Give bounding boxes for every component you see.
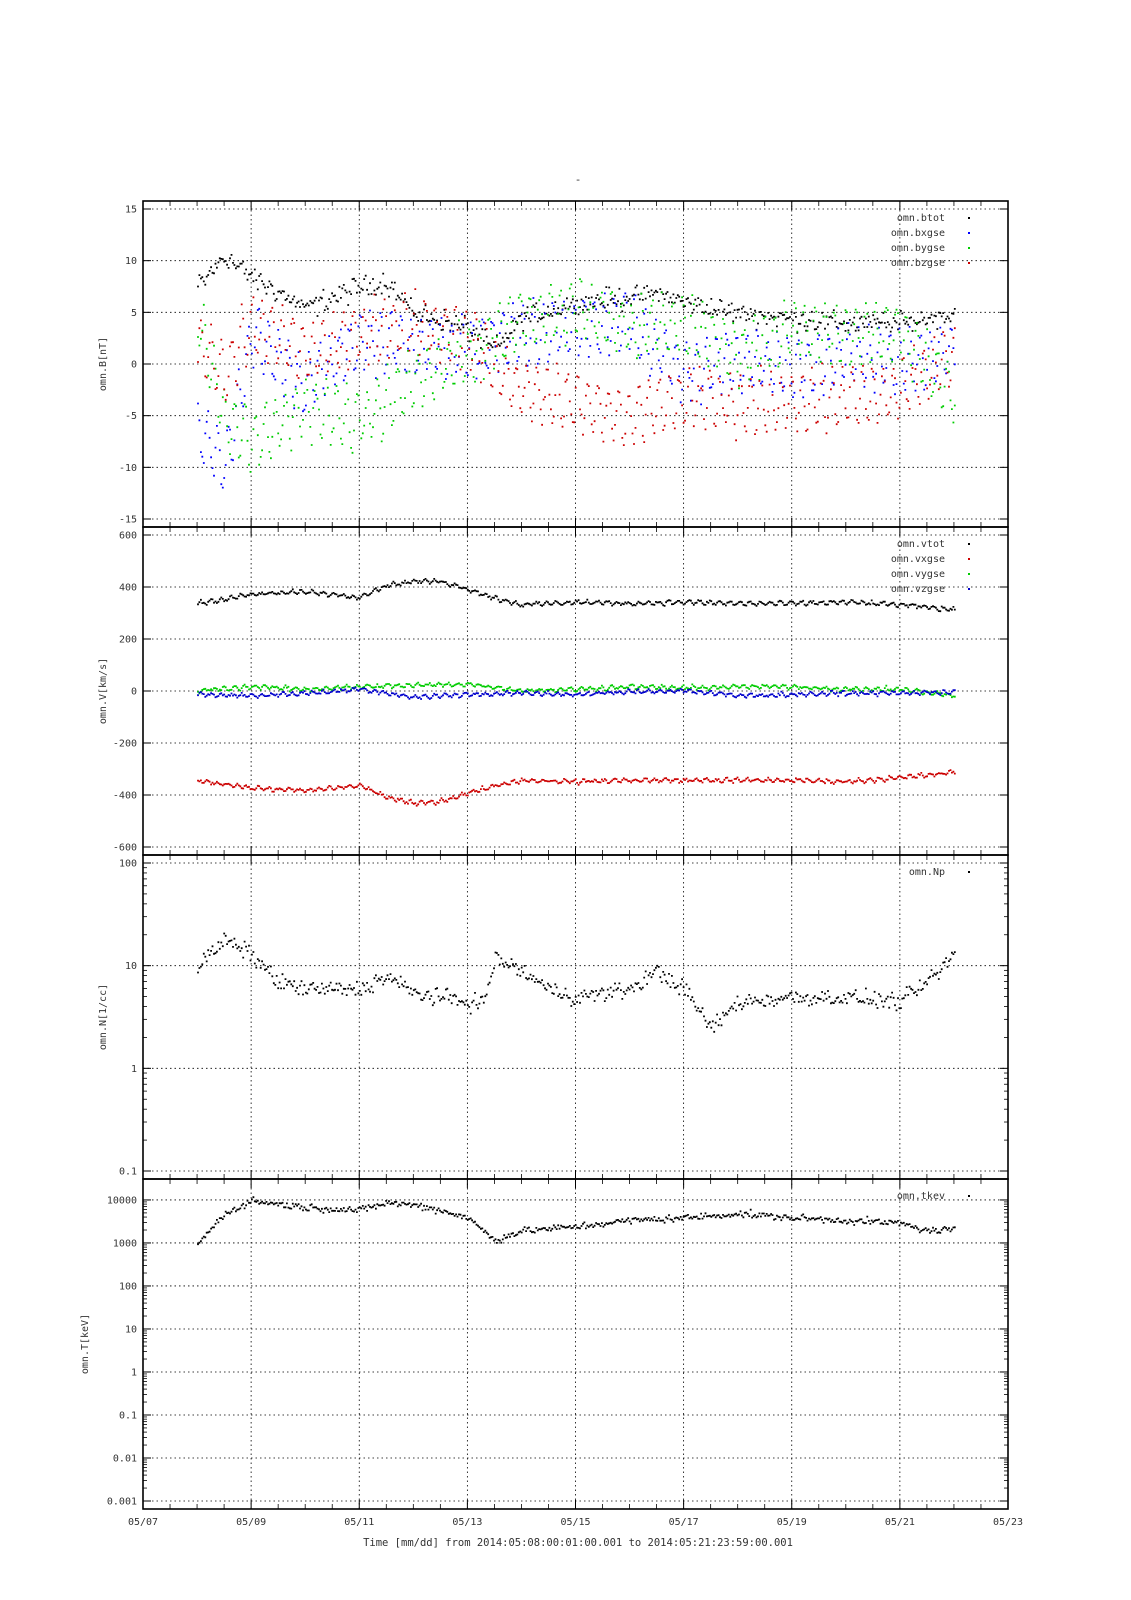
legend-marker [968, 573, 970, 575]
x-tick-label: 05/17 [669, 1517, 699, 1528]
legend-entry: omn.bxgse [891, 228, 945, 239]
y-tick-label: -600 [113, 843, 137, 854]
legend: omn.btot omn.bxgse omn.bygse omn.bzgse [891, 213, 970, 269]
series-omn.vygse [197, 681, 956, 699]
legend-marker [968, 1195, 970, 1197]
panel-4: 0.001 0.01 0.1 1 10 100 1000 10000 omn.T[keV] omn… [80, 1178, 1009, 1510]
legend-entry: omn.vtot [897, 539, 945, 550]
legend-entry: omn.bzgse [891, 258, 945, 269]
x-tick-label: 05/23 [993, 1517, 1023, 1528]
x-tick-label: 05/09 [236, 1517, 266, 1528]
legend-entry: omn.vzgse [891, 584, 945, 595]
x-tick-label: 05/07 [128, 1517, 158, 1528]
y-tick-label: 15 [125, 205, 137, 216]
legend-entry: omn.vygse [891, 569, 945, 580]
y-tick-label: -200 [113, 739, 137, 750]
y-tick-label: 1000 [113, 1238, 137, 1249]
top-mark: - [575, 173, 582, 186]
panel-3: 0.1 1 10 100 omn.N[1/cc] omn.Np [98, 854, 1009, 1180]
y-tick-label: 1 [131, 1367, 137, 1378]
y-tick-label: -15 [119, 515, 137, 526]
y-tick-label: 10 [125, 256, 137, 267]
x-tick-label: 05/15 [560, 1517, 590, 1528]
y-tick-label: 10 [125, 961, 137, 972]
legend-marker [968, 543, 970, 545]
y-tick-label: 5 [131, 308, 137, 319]
legend-marker [968, 262, 970, 264]
y-tick-label: 400 [119, 583, 137, 594]
legend-marker [968, 232, 970, 234]
y-tick-label: 1 [131, 1064, 137, 1075]
legend-entry: omn.btot [897, 213, 945, 224]
y-tick-label: -10 [119, 463, 137, 474]
y-tick-label: 0.001 [107, 1497, 137, 1508]
series-omn.btot [197, 254, 956, 349]
y-tick-label: -5 [125, 411, 137, 422]
legend-entry: omn.vxgse [891, 554, 945, 565]
x-tick-label: 05/21 [885, 1517, 915, 1528]
y-tick-label: 0 [131, 687, 137, 698]
x-tick-label: 05/11 [344, 1517, 374, 1528]
series-omn.vtot [197, 578, 956, 613]
y-tick-label: 100 [119, 859, 137, 870]
y-tick-label: 10 [125, 1324, 137, 1335]
panel-1: -15 -10 -5 0 5 10 15 omn.B[nT] omn.btot omn.bxgse… [98, 200, 1009, 528]
y-tick-label: 0.1 [119, 1167, 137, 1178]
legend-marker [968, 588, 970, 590]
y-axis-label: omn.V[km/s] [98, 658, 109, 724]
x-tick-label: 05/19 [777, 1517, 807, 1528]
y-tick-label: 0.01 [113, 1453, 137, 1464]
x-axis: 05/07 05/09 05/11 05/13 05/15 05/17 05/19 05/21… [128, 1517, 1023, 1528]
y-tick-label: 0 [131, 360, 137, 371]
legend: omn.Np [909, 867, 970, 878]
y-axis-label: omn.N[1/cc] [98, 984, 109, 1050]
legend-entry: omn.Np [909, 867, 945, 878]
series-omn.vzgse [197, 686, 956, 700]
legend-entry: omn.tkev [897, 1191, 945, 1202]
legend-marker [968, 217, 970, 219]
x-tick-label: 05/13 [452, 1517, 482, 1528]
legend: omn.tkev [897, 1191, 970, 1202]
y-axis-label: omn.T[keV] [80, 1314, 91, 1374]
y-tick-label: 600 [119, 531, 137, 542]
legend-marker [968, 871, 970, 873]
x-axis-label: Time [mm/dd] from 2014:05:08:00:01:00.00… [363, 1537, 793, 1549]
y-tick-label: 0.1 [119, 1410, 137, 1421]
legend: omn.vtot omn.vxgse omn.vygse omn.vzgse [891, 539, 970, 595]
y-tick-label: -400 [113, 791, 137, 802]
legend-marker [968, 558, 970, 560]
y-tick-label: 100 [119, 1281, 137, 1292]
legend-entry: omn.bygse [891, 243, 945, 254]
series-points [197, 578, 956, 613]
y-tick-label: 200 [119, 635, 137, 646]
series-points [197, 686, 956, 700]
panels: -15-10-5051015omn.B[nT]omn.btotomn.bxgse… [80, 200, 1009, 1510]
y-axis-label: omn.B[nT] [98, 337, 109, 391]
panel-2: -600 -400 -200 0 200 400 600 omn.V[km/s] omn.vto… [98, 526, 1009, 856]
series-points [197, 681, 956, 699]
series-points [197, 254, 956, 349]
y-tick-label: 10000 [107, 1195, 137, 1206]
legend-marker [968, 247, 970, 249]
